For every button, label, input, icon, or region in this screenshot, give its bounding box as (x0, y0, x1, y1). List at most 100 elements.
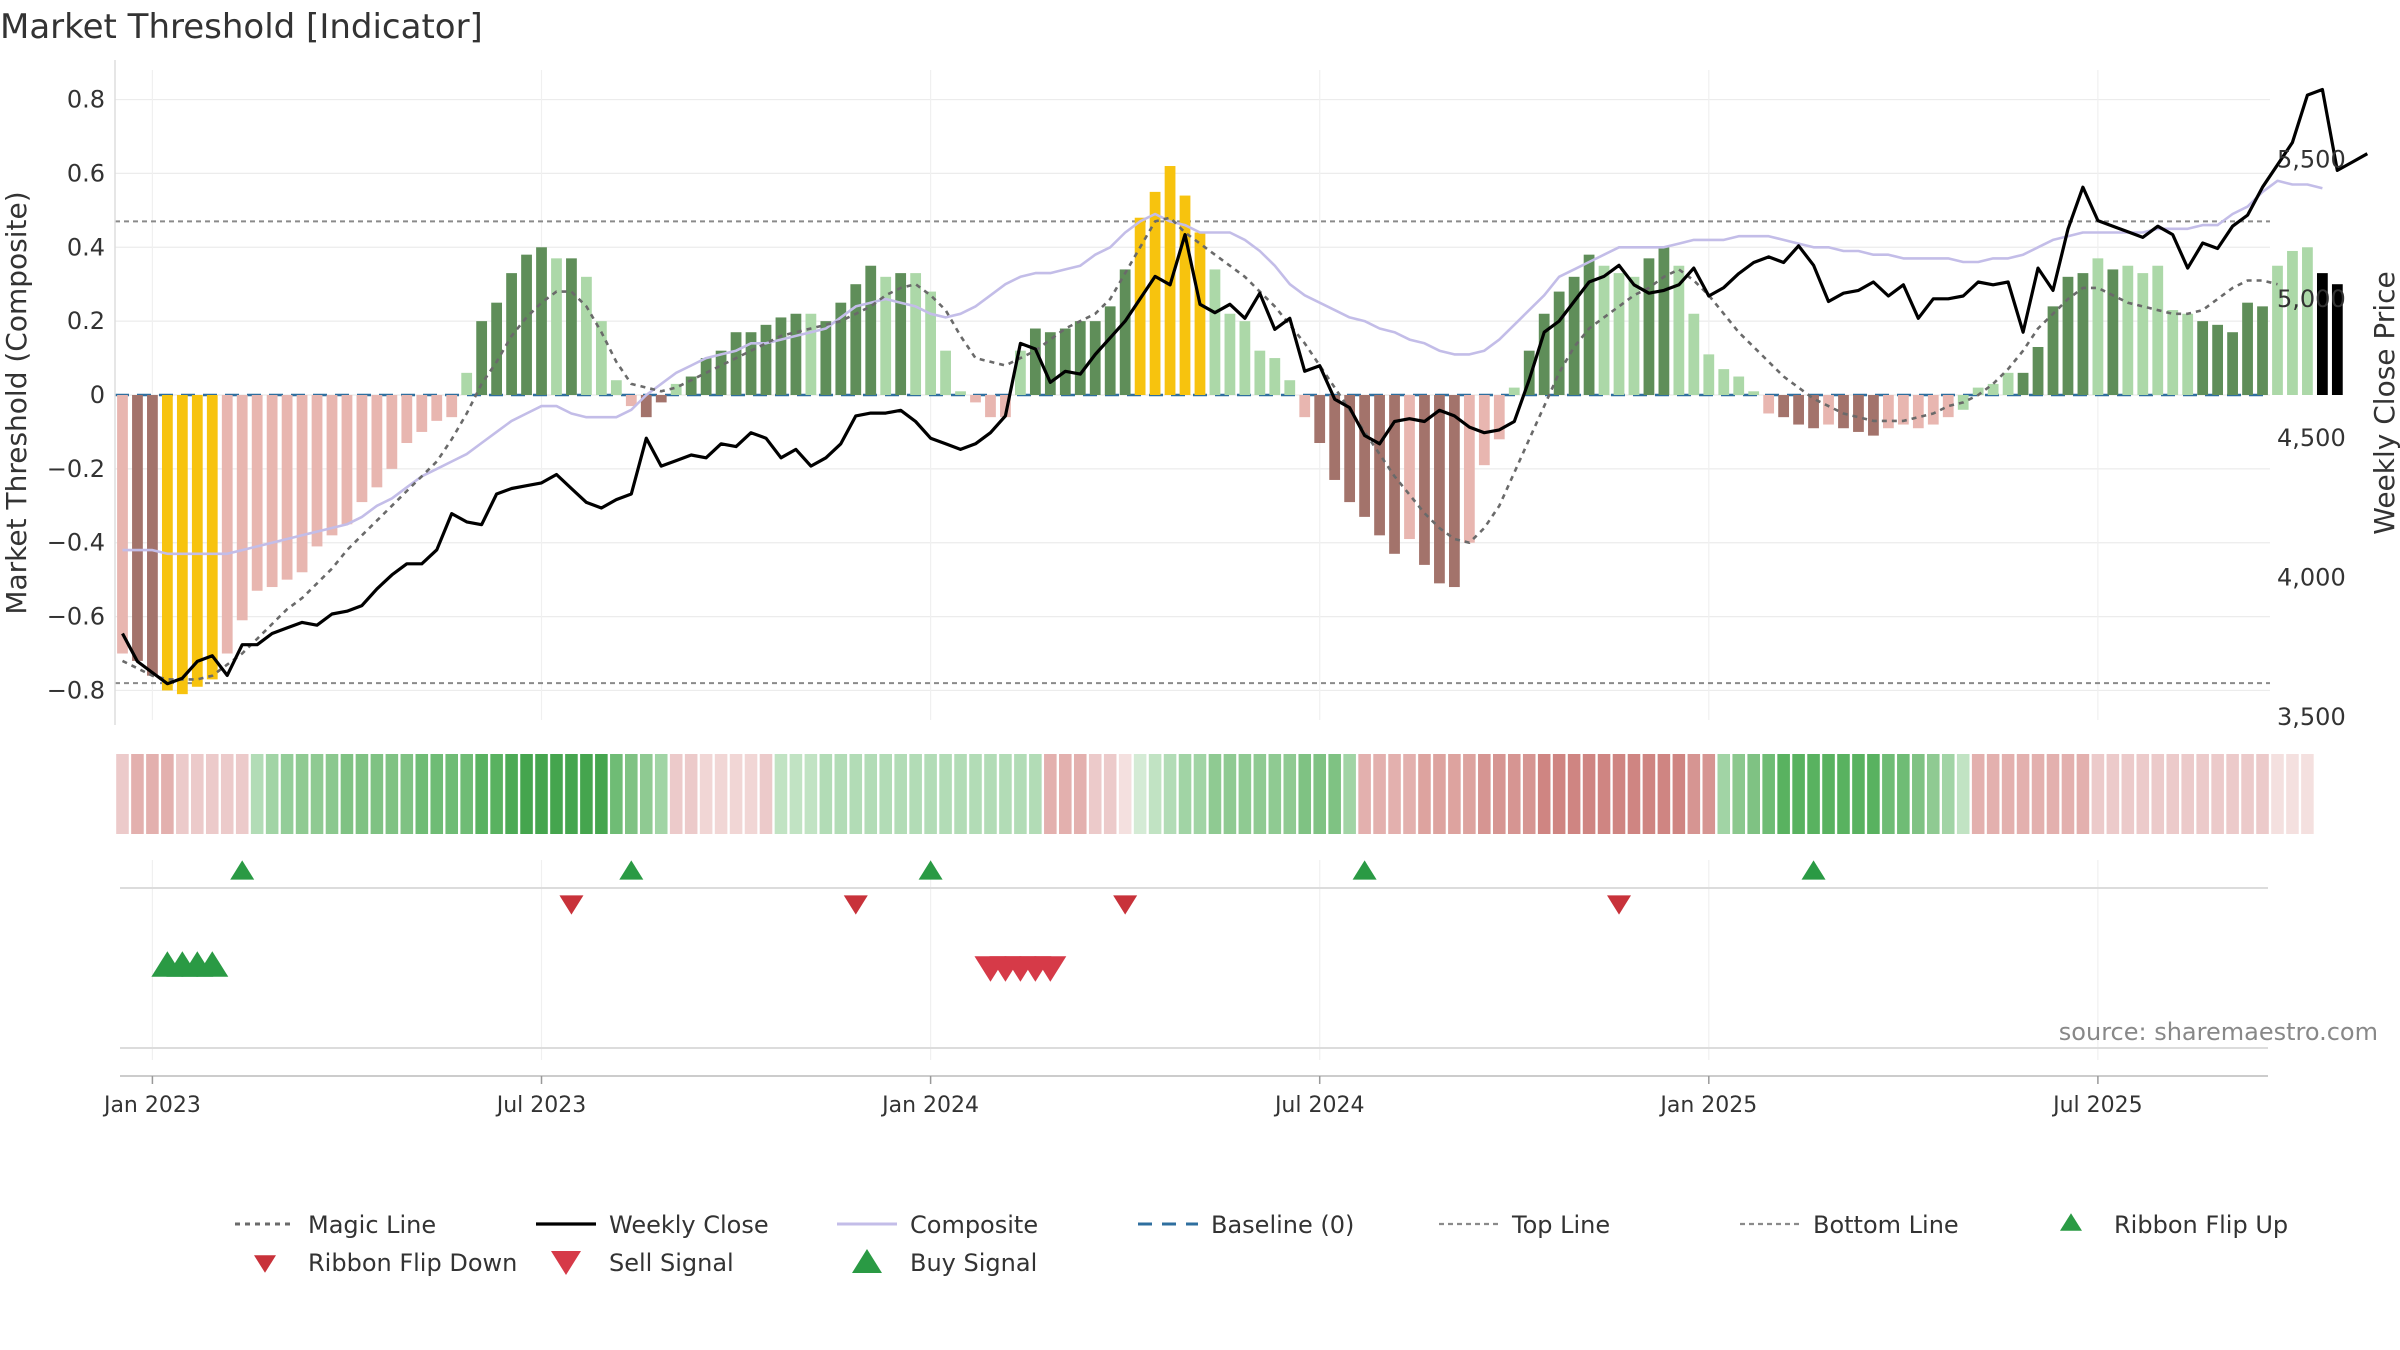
signal-markers (120, 860, 2268, 1060)
series-lines (121, 87, 2369, 686)
histogram-bar (386, 395, 398, 469)
ribbon-cell (1133, 754, 1147, 834)
histogram-bar (1269, 358, 1281, 395)
ribbon-flip-down-marker (1607, 895, 1632, 915)
ribbon-cell (1388, 754, 1401, 834)
y2-tick-label: 5,000 (2277, 285, 2346, 313)
ribbon-cell (430, 754, 444, 834)
histogram-bar (1688, 313, 1700, 395)
ribbon-cell (1732, 754, 1746, 834)
ribbon-cell (2271, 754, 2284, 834)
histogram-bar (1882, 395, 1894, 429)
histogram-bar (1763, 395, 1775, 414)
y-tick-label: 0.8 (67, 86, 105, 114)
histogram-bar (147, 395, 158, 676)
ribbon-cell (415, 754, 429, 834)
ribbon-cell (1627, 754, 1641, 834)
ribbon-cell (1343, 754, 1356, 834)
ribbon-cell (774, 754, 788, 834)
x-tick-label: Jan 2023 (102, 1093, 201, 1118)
ribbon-cell (1298, 754, 1312, 834)
ribbon-cell (1941, 754, 1955, 834)
ribbon-cell (1118, 754, 1132, 834)
ribbon-cell (1283, 754, 1297, 834)
ribbon-cell (2031, 754, 2045, 834)
histogram-bar (1254, 350, 1266, 395)
histogram-bar (850, 284, 862, 395)
buy-signal-marker (196, 951, 229, 977)
ribbon-cell (1657, 754, 1671, 834)
legend-item-close: Weekly Close (536, 1211, 769, 1239)
ribbon-cell (625, 754, 638, 834)
y-tick-label: 0.4 (67, 233, 105, 261)
ribbon-cell (1926, 754, 1940, 834)
histogram-bar (880, 276, 892, 395)
x-tick-label: Jul 2023 (495, 1093, 587, 1118)
ribbon-cell (2196, 754, 2209, 834)
ribbon-cell (116, 754, 129, 834)
histogram-bar (1972, 387, 1984, 395)
ribbon-cell (909, 754, 922, 834)
histogram-bar (1374, 395, 1385, 536)
histogram-bar (820, 321, 832, 395)
histogram-bar (655, 395, 667, 403)
histogram-bar (2032, 346, 2044, 395)
y2-tick-label: 5,500 (2277, 145, 2346, 173)
histogram-bar (341, 395, 353, 525)
ribbon-cell (744, 754, 758, 834)
sell-signal-marker (1034, 956, 1067, 982)
ribbon-cell (699, 754, 713, 834)
x-tick-label: Jan 2024 (880, 1093, 979, 1118)
axes: 0.8 0.6 0.4 0.2 0 −0.2 −0.4 −0.6 −0.8 5,500 5,000 4… (47, 60, 2346, 731)
histogram-bar (117, 395, 128, 654)
ribbon-cell (1612, 754, 1626, 834)
ribbon-cell (2226, 754, 2239, 834)
ribbon-cell (939, 754, 952, 834)
ribbon-cell (1328, 754, 1341, 834)
histogram-bar (371, 395, 383, 488)
legend-item-bottom: Bottom Line (1740, 1211, 1959, 1239)
ribbon-cell (146, 754, 159, 834)
ribbon-cell (969, 754, 982, 834)
reference-lines (115, 220, 2270, 685)
histogram-bar (311, 395, 323, 547)
legend-item-baseline: Baseline (0) (1138, 1211, 1354, 1239)
histogram-bar (700, 358, 712, 395)
histogram-bar (2272, 265, 2283, 395)
histogram-bar (865, 265, 877, 395)
ribbon-cell (1059, 754, 1072, 834)
histogram-bar (1808, 395, 1819, 429)
ribbon-cell (639, 754, 653, 834)
histogram-bar (835, 302, 847, 395)
histogram-bar (1329, 395, 1341, 480)
ribbon-cell (1897, 754, 1910, 834)
ribbon-cell (2256, 754, 2269, 834)
histogram-bar (1508, 387, 1520, 395)
ribbon-cell (1373, 754, 1386, 834)
ribbon-cell (355, 754, 369, 834)
ribbon-cell (2211, 754, 2224, 834)
histogram-bar (1284, 380, 1296, 395)
ribbon-cell (864, 754, 878, 834)
ribbon-cell (280, 754, 294, 834)
histogram-bar (2062, 276, 2074, 395)
ribbon-cell (2301, 754, 2314, 834)
histogram-bar (2287, 250, 2298, 395)
ribbon-flip-down-marker (559, 895, 584, 915)
histogram-bar (1778, 395, 1790, 418)
histogram-bar (1553, 291, 1565, 395)
histogram-bar (940, 350, 951, 395)
ribbon-flip-up-marker (619, 860, 644, 880)
histogram-bar (2167, 310, 2179, 395)
histogram-bar (1314, 395, 1326, 444)
ribbon-cell (250, 754, 264, 834)
ribbon-cell (1822, 754, 1835, 834)
histogram-bar (1868, 395, 1879, 436)
histogram-bar (2316, 273, 2328, 395)
histogram-bar (955, 391, 966, 395)
weekly-close-line (121, 87, 2369, 686)
histogram-bar (595, 321, 607, 395)
ribbon-cell (1178, 754, 1192, 834)
ribbon-cell (2136, 754, 2150, 834)
ribbon-cell (1672, 754, 1686, 834)
